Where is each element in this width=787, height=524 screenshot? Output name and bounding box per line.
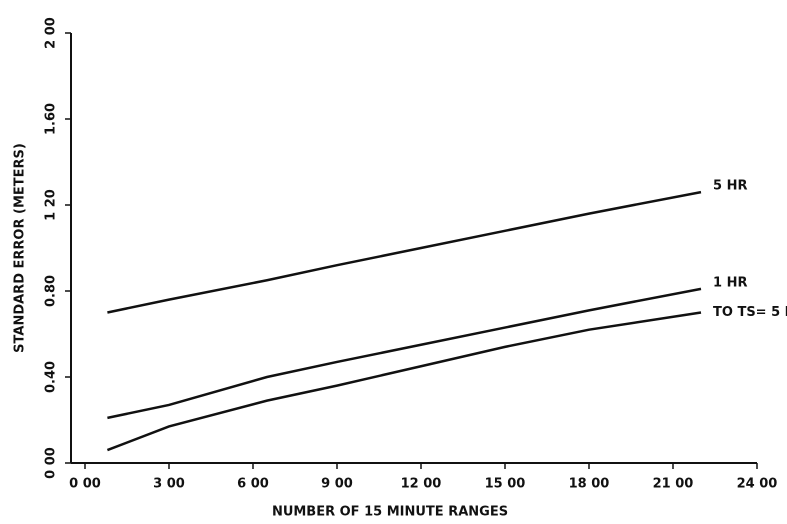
x-tick-label: 6 00 <box>237 477 269 492</box>
y-tick-label: 2 00 <box>44 17 59 49</box>
x-tick-label: 18 00 <box>569 477 610 492</box>
x-tick-label: 0 00 <box>69 477 101 492</box>
y-tick-label: 0 00 <box>44 447 59 479</box>
y-tick-label: 0.80 <box>44 275 59 307</box>
x-tick-label: 21 00 <box>653 477 694 492</box>
y-tick-label: 0.40 <box>44 361 59 393</box>
x-tick-label: 9 00 <box>321 477 353 492</box>
x-tick-label: 15 00 <box>485 477 526 492</box>
series-line <box>107 190 702 314</box>
series-line <box>106 311 702 452</box>
y-tick-label: 1.60 <box>44 103 59 135</box>
y-tick-label: 1 20 <box>44 189 59 221</box>
series-line <box>107 287 702 420</box>
x-tick-label: 24 00 <box>737 477 778 492</box>
series-label: 1 HR <box>713 275 747 290</box>
series-label: TO TS= 5 MIN <box>713 305 787 320</box>
x-tick-label: 12 00 <box>401 477 442 492</box>
series-label: 5 HR <box>713 179 747 194</box>
x-tick-label: 3 00 <box>153 477 185 492</box>
y-axis-label: STANDARD ERROR (METERS) <box>13 143 28 353</box>
x-axis-label: NUMBER OF 15 MINUTE RANGES <box>272 505 508 520</box>
